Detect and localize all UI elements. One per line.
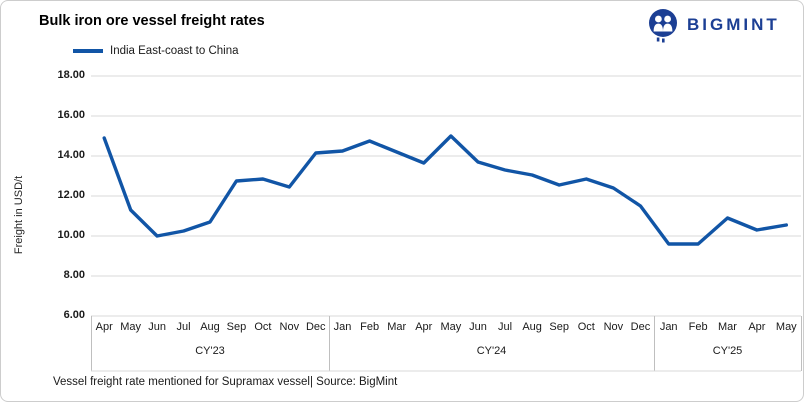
y-tick-label: 18.00 (57, 69, 85, 81)
bigmint-logo: BIGMINT (646, 7, 780, 43)
month-label: Feb (360, 321, 380, 333)
month-label: May (440, 321, 462, 333)
month-label: Dec (630, 321, 651, 333)
month-label: Mar (718, 321, 737, 333)
year-label: CY'25 (712, 345, 743, 357)
legend-line-swatch (73, 49, 103, 53)
y-tick-label: 16.00 (57, 109, 85, 121)
month-label: Sep (226, 321, 247, 333)
month-label: Mar (387, 321, 407, 333)
month-label: Aug (522, 321, 542, 333)
month-label: Apr (95, 321, 113, 333)
y-tick-label: 8.00 (63, 269, 85, 281)
month-label: Apr (748, 321, 766, 333)
month-label: May (775, 321, 797, 333)
month-label: Feb (688, 321, 708, 333)
month-label: Oct (254, 321, 272, 333)
brand-name: BIGMINT (687, 15, 780, 34)
chart-title: Bulk iron ore vessel freight rates (39, 13, 265, 29)
month-label: Jun (469, 321, 487, 333)
source-note: Vessel freight rate mentioned for Supram… (53, 376, 398, 388)
y-tick-label: 6.00 (63, 309, 85, 321)
month-label: Nov (279, 321, 300, 333)
bigmint-people-icon (649, 9, 677, 43)
month-label: Jan (333, 321, 352, 333)
month-label: Nov (603, 321, 624, 333)
legend: India East-coast to China (73, 45, 239, 57)
month-label: Jan (659, 321, 678, 333)
year-label: CY'23 (195, 345, 225, 357)
legend-label: India East-coast to China (110, 45, 239, 57)
month-label: Jul (176, 321, 191, 333)
year-label: CY'24 (476, 345, 507, 357)
month-label: May (120, 321, 142, 333)
month-label: Jul (498, 321, 513, 333)
freight-rate-line (102, 134, 788, 246)
month-label: Dec (305, 321, 326, 333)
month-label: Jun (148, 321, 166, 333)
y-tick-label: 14.00 (57, 149, 85, 161)
month-label: Apr (415, 321, 433, 333)
y-tick-label: 12.00 (57, 189, 85, 201)
month-label: Aug (200, 321, 220, 333)
month-label: Sep (549, 321, 569, 333)
y-tick-label: 10.00 (57, 229, 85, 241)
month-label: Oct (577, 321, 595, 333)
